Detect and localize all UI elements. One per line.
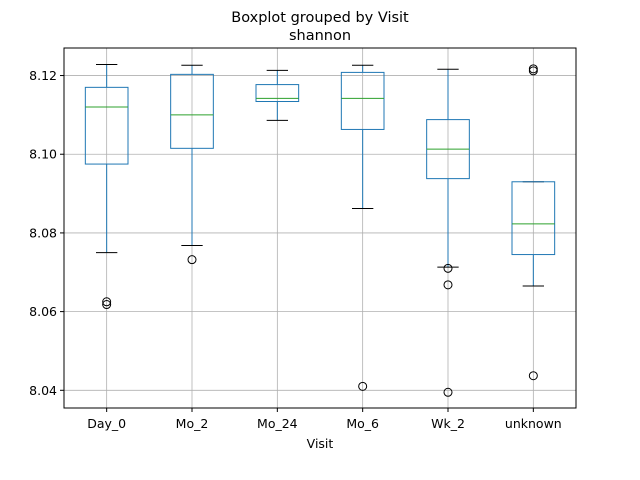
y-tick-label: 8.10	[29, 147, 57, 162]
flier-point	[187, 255, 197, 265]
x-tick-label: Day_0	[87, 416, 126, 431]
flier-point	[443, 387, 453, 397]
x-tick-label: unknown	[505, 416, 562, 431]
iqr-box	[255, 84, 300, 103]
flier-point	[443, 280, 453, 290]
y-tick-label: 8.12	[29, 68, 57, 83]
flier-point	[528, 371, 538, 381]
iqr-box	[340, 71, 385, 130]
y-tick-label: 8.08	[29, 225, 57, 240]
chart-subtitle: shannon	[289, 28, 351, 44]
box-group-mo_6	[340, 64, 385, 391]
iqr-box	[170, 73, 214, 149]
flier-point	[528, 66, 538, 76]
box-group-wk_2	[426, 68, 470, 397]
box-group-unknown	[511, 64, 556, 381]
box-group-day_0	[84, 64, 129, 310]
x-tick-label: Wk_2	[431, 416, 465, 431]
flier-point	[102, 300, 112, 310]
flier-point	[443, 263, 453, 273]
flier-point	[358, 381, 368, 391]
y-tick-label: 8.06	[29, 304, 57, 319]
box-group-mo_24	[255, 69, 300, 121]
iqr-box	[84, 86, 129, 165]
y-tick-label: 8.04	[29, 383, 57, 398]
box-layer	[84, 64, 556, 397]
grid-layer	[64, 48, 576, 408]
chart-title: Boxplot grouped by Visit	[231, 10, 409, 26]
tick-layer: 8.04 8.06 8.08 8.10 8.12 Day_0 Mo_2 Mo_24 Mo_6 Wk…	[29, 68, 562, 431]
plot-frame	[63, 47, 577, 409]
x-axis-label: Visit	[307, 436, 334, 451]
flier-point	[102, 297, 112, 307]
iqr-box	[511, 181, 556, 256]
box-group-mo_2	[170, 64, 214, 265]
x-tick-label: Mo_6	[346, 416, 379, 431]
x-tick-label: Mo_24	[257, 416, 298, 431]
x-tick-label: Mo_2	[176, 416, 209, 431]
